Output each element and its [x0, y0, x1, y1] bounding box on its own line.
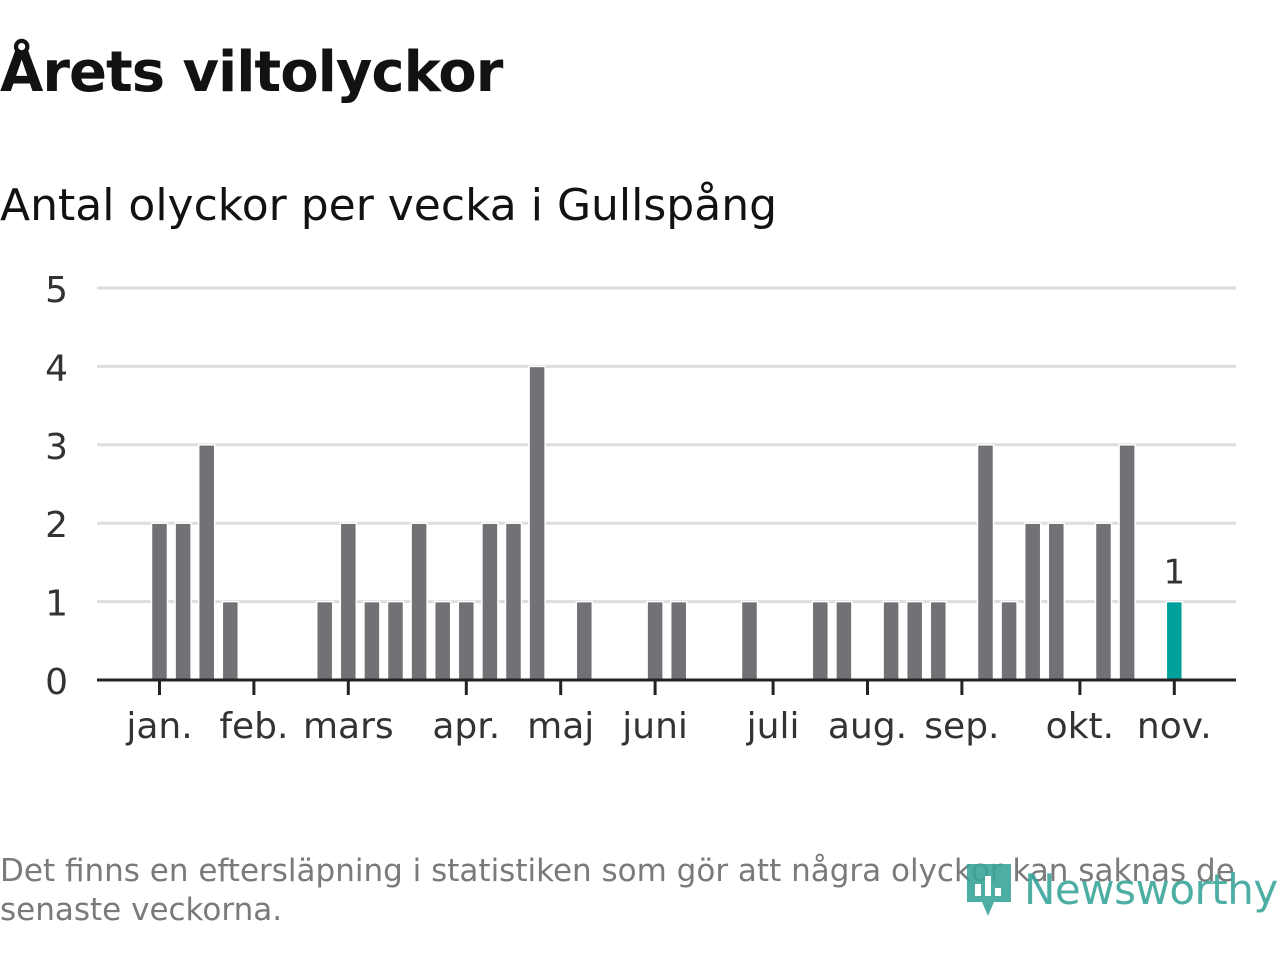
bar	[1094, 522, 1113, 681]
y-axis-ticks: 0 1 2 3 4 5	[45, 270, 68, 703]
x-tick-label: sep.	[924, 706, 999, 747]
data-label: 1	[1163, 553, 1185, 593]
bar	[835, 600, 853, 681]
x-tick-label: juli	[746, 706, 800, 747]
bar	[1023, 522, 1042, 681]
bar	[433, 600, 452, 681]
grid-lines	[97, 286, 1236, 604]
bar	[315, 600, 334, 681]
bar-chart: 0 1 2 3 4 5 1 jan. feb. mars apr. maj juni juli aug.…	[45, 270, 1236, 747]
bar	[528, 365, 546, 681]
bar	[174, 522, 192, 681]
bar	[1000, 600, 1018, 681]
y-tick-label: 3	[45, 427, 68, 468]
x-tick-label: apr.	[432, 706, 500, 747]
bar	[575, 600, 594, 681]
bar	[646, 600, 664, 681]
x-tick-label: jan.	[125, 706, 192, 747]
y-tick-label: 2	[45, 505, 68, 546]
bar	[339, 522, 358, 681]
chart-title: Årets viltolyckor	[0, 40, 503, 105]
bar	[811, 600, 830, 681]
y-tick-label: 0	[45, 662, 68, 703]
bar	[197, 444, 216, 681]
bar	[882, 600, 900, 681]
x-tick-label: nov.	[1137, 706, 1212, 747]
bar-highlight	[1165, 600, 1184, 681]
newsworthy-logo-icon	[967, 864, 1011, 916]
bar	[1047, 522, 1066, 681]
y-tick-label: 5	[45, 270, 68, 311]
bar	[481, 522, 499, 681]
bar	[929, 600, 948, 681]
bar	[976, 444, 995, 681]
bar	[410, 522, 428, 681]
footnote: Det finns en eftersläpning i statistiken…	[0, 853, 1235, 928]
x-tick-label: maj	[527, 706, 594, 747]
x-tick-label: feb.	[219, 706, 288, 747]
bar	[669, 600, 688, 681]
bar	[740, 600, 759, 681]
bar	[504, 522, 523, 681]
bar	[457, 600, 476, 681]
chart-subtitle: Antal olyckor per vecka i Gullspång	[0, 180, 778, 231]
bar	[1118, 444, 1136, 681]
logo-text: Newsworthy	[1024, 864, 1278, 914]
bar	[386, 600, 405, 681]
bar	[905, 600, 924, 681]
newsworthy-logo[interactable]: Newsworthy	[964, 858, 1278, 920]
y-tick-label: 4	[45, 348, 68, 389]
y-tick-label: 1	[45, 584, 68, 625]
bar	[150, 522, 169, 681]
x-tick-label: juni	[621, 706, 688, 747]
bar	[363, 600, 381, 681]
x-axis: jan. feb. mars apr. maj juni juli aug. sep. okt. n…	[97, 678, 1236, 747]
x-tick-label: okt.	[1046, 706, 1114, 747]
x-tick-label: mars	[303, 706, 394, 747]
bar	[221, 600, 240, 681]
x-tick-label: aug.	[828, 706, 907, 747]
